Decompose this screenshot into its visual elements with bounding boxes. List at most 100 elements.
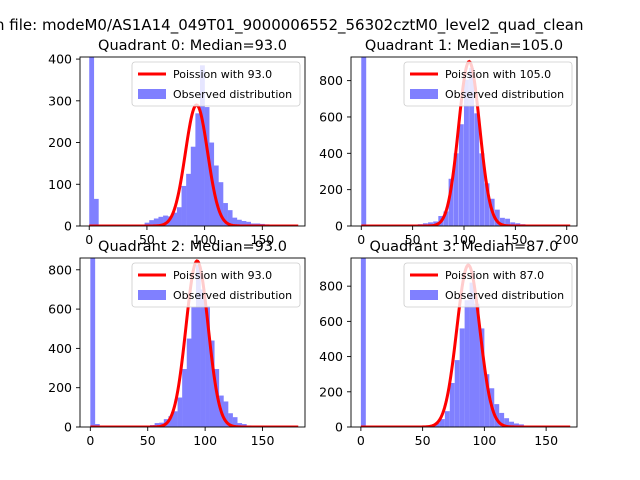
- legend-box: [131, 61, 301, 107]
- y-tick-label: 600: [319, 109, 343, 124]
- x-tick-label: 0: [357, 433, 365, 448]
- histogram-bar: [177, 397, 183, 427]
- legend-box: [403, 61, 573, 107]
- y-tick-label: 200: [319, 384, 343, 399]
- quadrant-2-panel: Quadrant 2: Median=93.0 0 50 100 150 0 200 400 6…: [48, 239, 306, 448]
- histogram-bar: [454, 360, 460, 427]
- x-tick-label: 150: [250, 232, 274, 247]
- y-tick-label: 0: [64, 420, 72, 435]
- x-tick-label: 150: [534, 433, 558, 448]
- y-tick-label: 200: [319, 182, 343, 197]
- histogram-bar: [474, 303, 480, 427]
- histogram-bar: [474, 113, 480, 226]
- histogram-bar: [227, 210, 233, 226]
- y-tick-label: 0: [335, 219, 343, 234]
- histogram-bar: [190, 146, 196, 226]
- quadrant-0-legend: Poission with 93.0 Observed distribution: [131, 61, 301, 107]
- y-tick-label: 100: [48, 177, 72, 192]
- histogram-bar: [90, 258, 96, 427]
- legend-label-fit: Poission with 105.0: [445, 68, 551, 81]
- histogram-bar: [449, 382, 455, 427]
- histogram-bar: [459, 328, 465, 427]
- histogram-bar: [479, 328, 485, 427]
- legend-box: [131, 262, 301, 308]
- histogram-bar: [191, 307, 197, 427]
- quadrant-3-axes-frame: [350, 257, 578, 428]
- x-tick-label: 0: [357, 232, 365, 247]
- histogram-bar: [444, 411, 450, 427]
- y-tick-label: 800: [48, 262, 72, 277]
- x-tick-label: 50: [415, 433, 431, 448]
- x-tick-label: 0: [85, 232, 93, 247]
- legend-patch-swatch: [410, 89, 438, 99]
- legend-label-fit: Poission with 93.0: [173, 68, 272, 81]
- y-tick-label: 200: [48, 380, 72, 395]
- histogram-bar: [186, 338, 192, 427]
- histogram-bar: [149, 220, 155, 226]
- histogram-bar: [232, 217, 238, 226]
- histogram-bar: [144, 222, 150, 226]
- histogram-bar: [223, 401, 229, 427]
- histogram-bar: [504, 418, 510, 427]
- histogram-bar: [361, 57, 367, 226]
- quadrant-0-plot-area: [89, 57, 299, 226]
- quadrant-1-legend: Poission with 105.0 Observed distribution: [403, 61, 573, 107]
- histogram-bar: [237, 423, 243, 427]
- x-tick-label: 100: [193, 433, 217, 448]
- quadrant-2-title: Quadrant 2: Median=93.0: [98, 239, 287, 255]
- histogram-bar: [499, 217, 505, 226]
- histogram-bar: [154, 423, 160, 427]
- quadrant-2-axes-frame: [79, 257, 306, 428]
- histogram-bar: [89, 57, 95, 226]
- histogram-bar: [172, 411, 178, 427]
- histogram-bar: [453, 153, 459, 226]
- x-tick-label: 100: [472, 433, 496, 448]
- legend-patch-swatch: [138, 290, 166, 300]
- histogram-bar: [186, 173, 191, 226]
- histogram-bar: [195, 264, 201, 427]
- histogram-bar: [204, 107, 210, 226]
- y-tick-label: 200: [48, 135, 72, 150]
- histogram-bar: [505, 218, 511, 226]
- histogram-bar: [494, 404, 500, 427]
- histogram-bar: [232, 417, 238, 427]
- histogram-bar: [93, 198, 99, 226]
- histogram-bar: [439, 419, 445, 427]
- y-tick-label: 400: [319, 146, 343, 161]
- x-tick-label: 100: [452, 232, 476, 247]
- y-tick-label: 400: [319, 349, 343, 364]
- quadrant-1-panel: Quadrant 1: Median=105.0 0 50 100 150 200 0 200…: [319, 38, 579, 247]
- x-tick-label: 200: [555, 232, 579, 247]
- histogram-bar: [494, 209, 500, 226]
- legend-label-observed: Observed distribution: [173, 88, 292, 101]
- legend-label-observed: Observed distribution: [445, 289, 564, 302]
- histogram-bar: [448, 178, 454, 226]
- histogram-bar: [172, 212, 178, 226]
- histogram-bar: [223, 203, 228, 226]
- histogram-bar: [479, 153, 485, 226]
- histogram-bar: [200, 289, 206, 427]
- histogram-bar: [499, 412, 505, 427]
- histogram-bar: [469, 282, 475, 427]
- y-tick-label: 400: [48, 52, 72, 67]
- x-tick-label: 100: [193, 232, 217, 247]
- legend-patch-swatch: [138, 89, 166, 99]
- poisson-fit-line: [89, 103, 299, 226]
- x-tick-label: 150: [251, 433, 275, 448]
- y-tick-label: 0: [335, 420, 343, 435]
- y-tick-label: 400: [48, 341, 72, 356]
- y-tick-label: 600: [48, 302, 72, 317]
- histogram-bar: [181, 185, 187, 226]
- histogram-bar: [163, 215, 168, 226]
- quadrant-1-title: Quadrant 1: Median=105.0: [365, 38, 563, 54]
- histogram-bar: [443, 211, 449, 226]
- histogram-bar: [246, 221, 251, 226]
- histogram-bar: [509, 421, 515, 427]
- legend-box: [403, 262, 573, 308]
- histogram-bar: [236, 219, 242, 226]
- legend-label-fit: Poission with 93.0: [173, 269, 272, 282]
- histogram-bar: [464, 79, 469, 226]
- y-tick-label: 0: [64, 219, 72, 234]
- histogram-bar: [205, 306, 210, 427]
